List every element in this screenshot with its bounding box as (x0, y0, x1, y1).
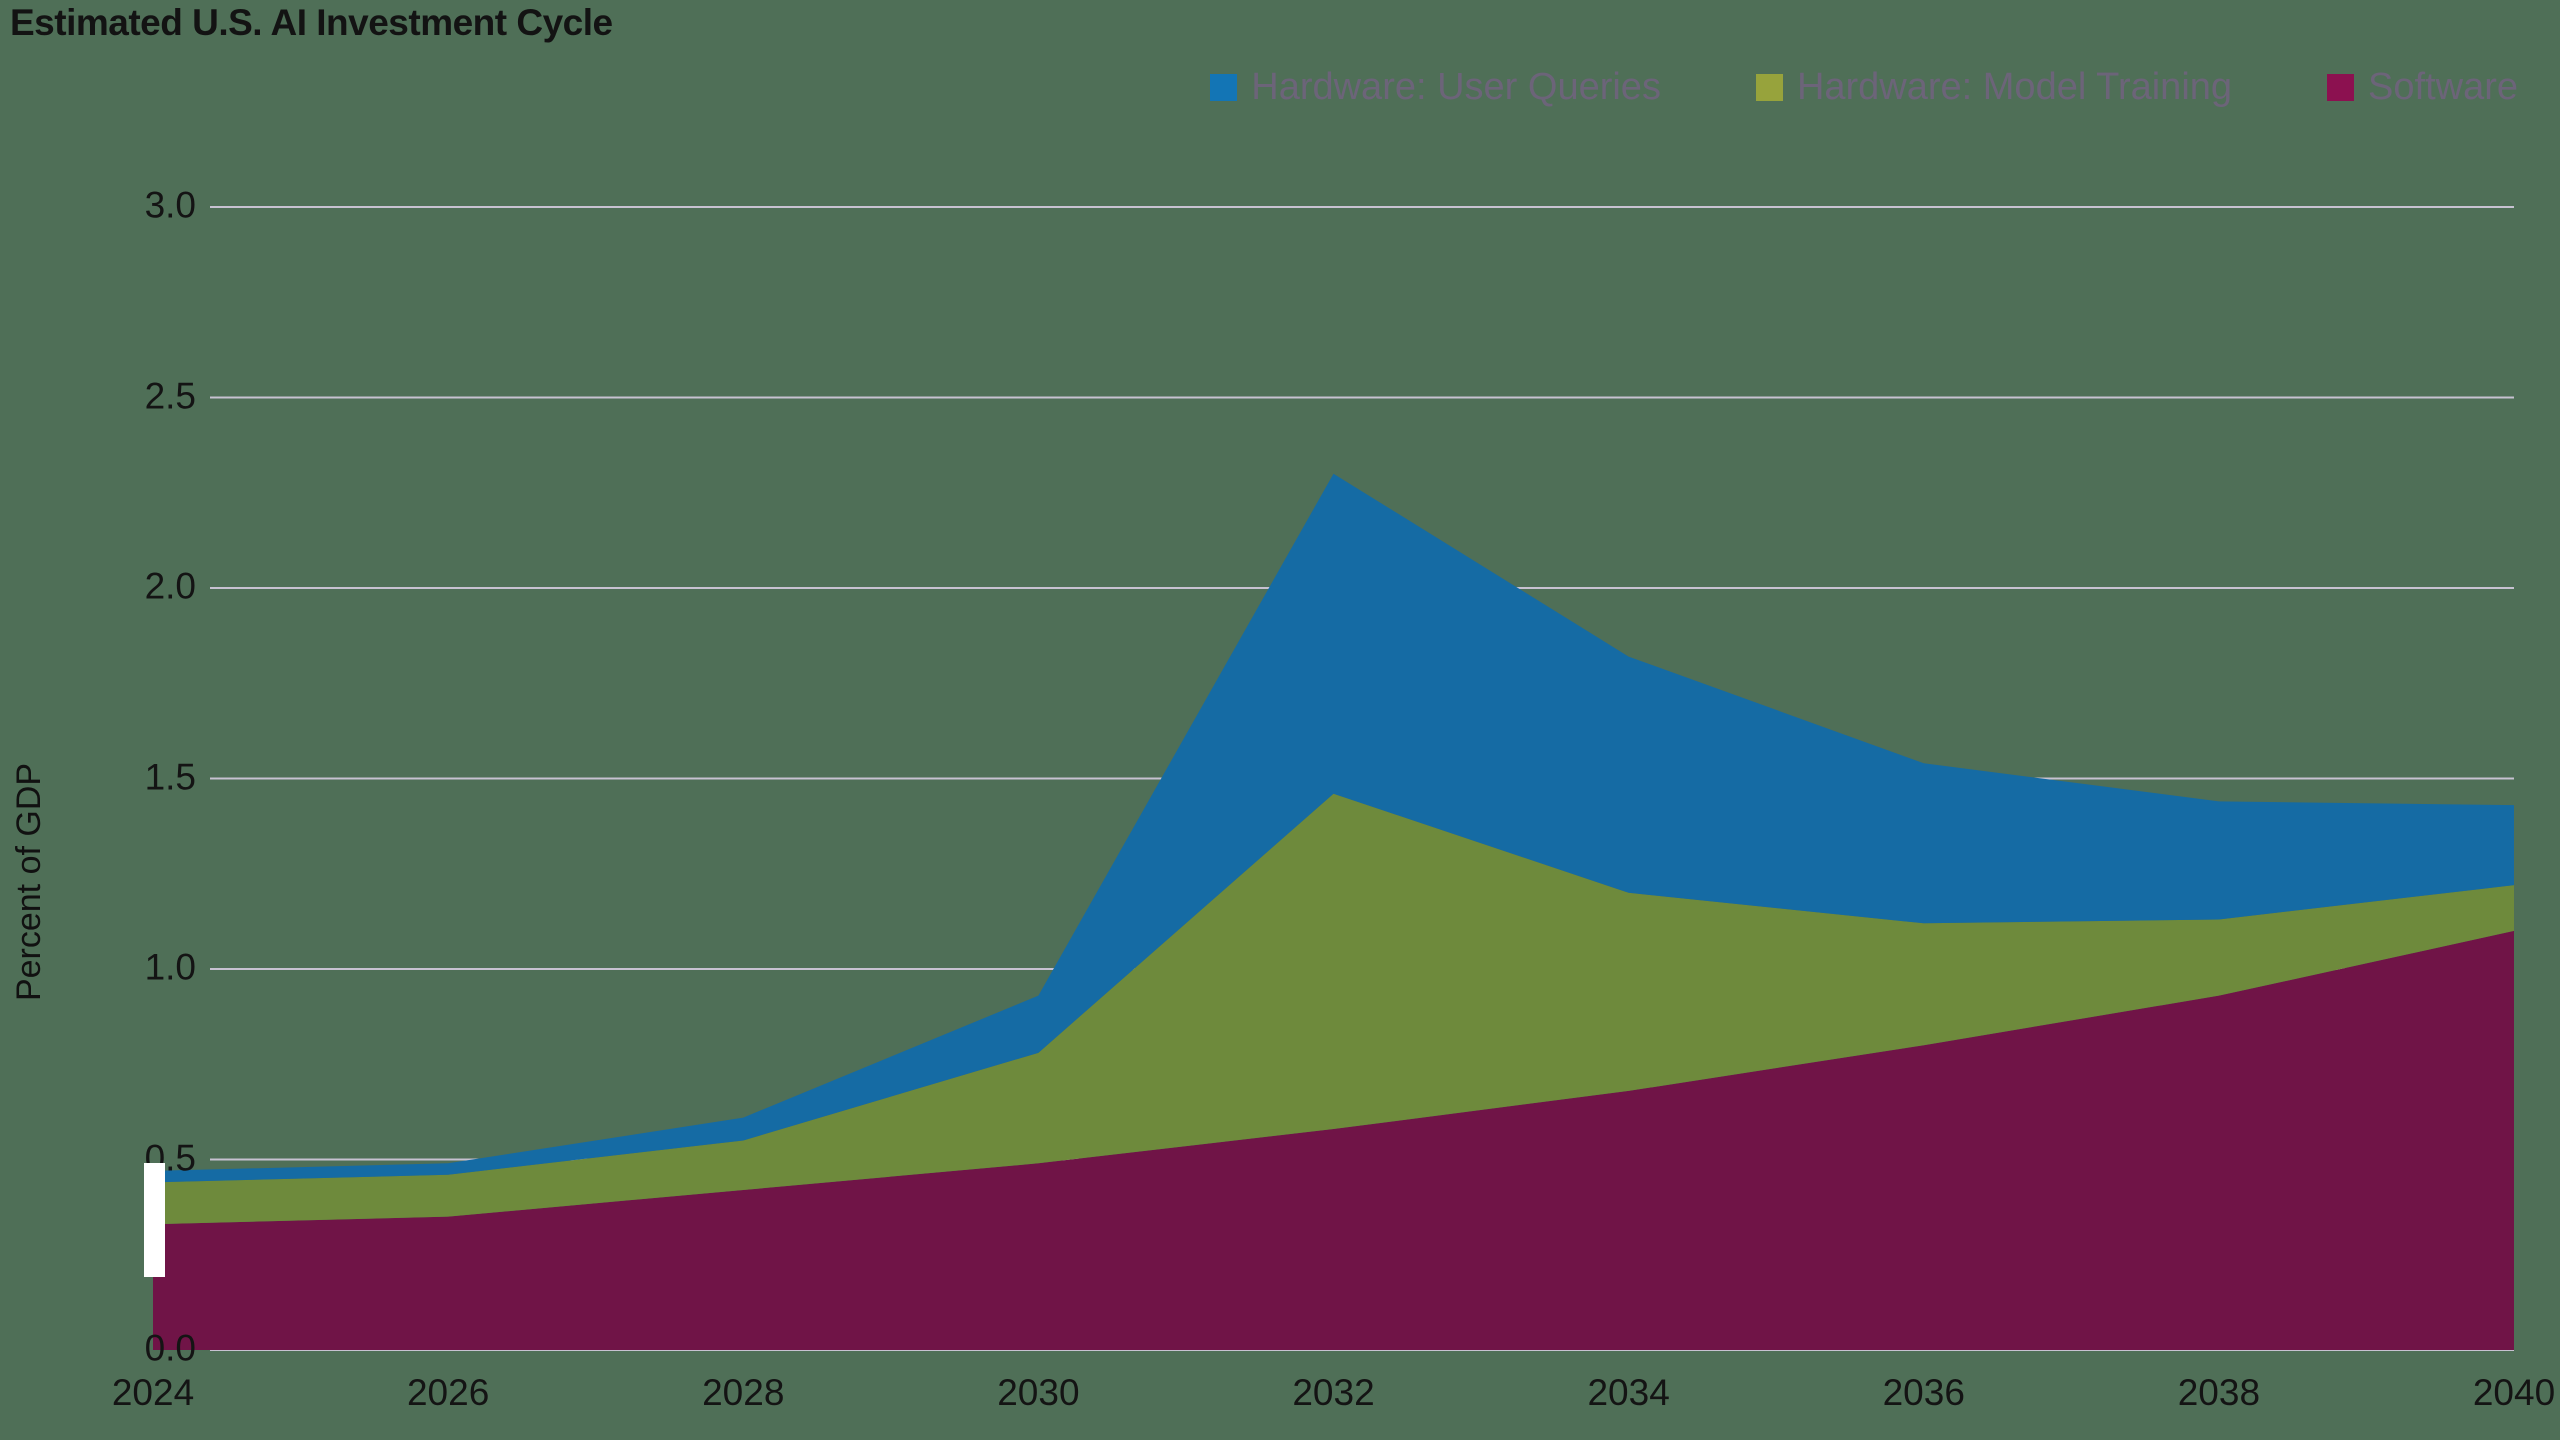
legend-swatch-hardware-user-queries (1210, 74, 1238, 101)
legend-label-software: Software (2368, 66, 2518, 108)
legend-item-hardware-user-queries: Hardware: User Queries (1210, 66, 1661, 109)
legend-label-hardware-model-training: Hardware: Model Training (1796, 66, 2233, 108)
area-hardware-user-queries (153, 473, 2514, 1183)
area-hardware-model-training (153, 793, 2514, 1225)
legend-swatch-hardware-model-training (1755, 74, 1783, 101)
area-software (153, 930, 2514, 1350)
legend: Hardware: User Queries Hardware: Model T… (1210, 66, 2518, 109)
legend-item-software: Software (2327, 66, 2518, 109)
highlight-marker (144, 1163, 165, 1277)
legend-swatch-software (2327, 74, 2355, 101)
chart-title: Estimated U.S. AI Investment Cycle (10, 2, 613, 43)
legend-label-hardware-user-queries: Hardware: User Queries (1251, 66, 1661, 108)
legend-item-hardware-model-training: Hardware: Model Training (1755, 66, 2233, 109)
